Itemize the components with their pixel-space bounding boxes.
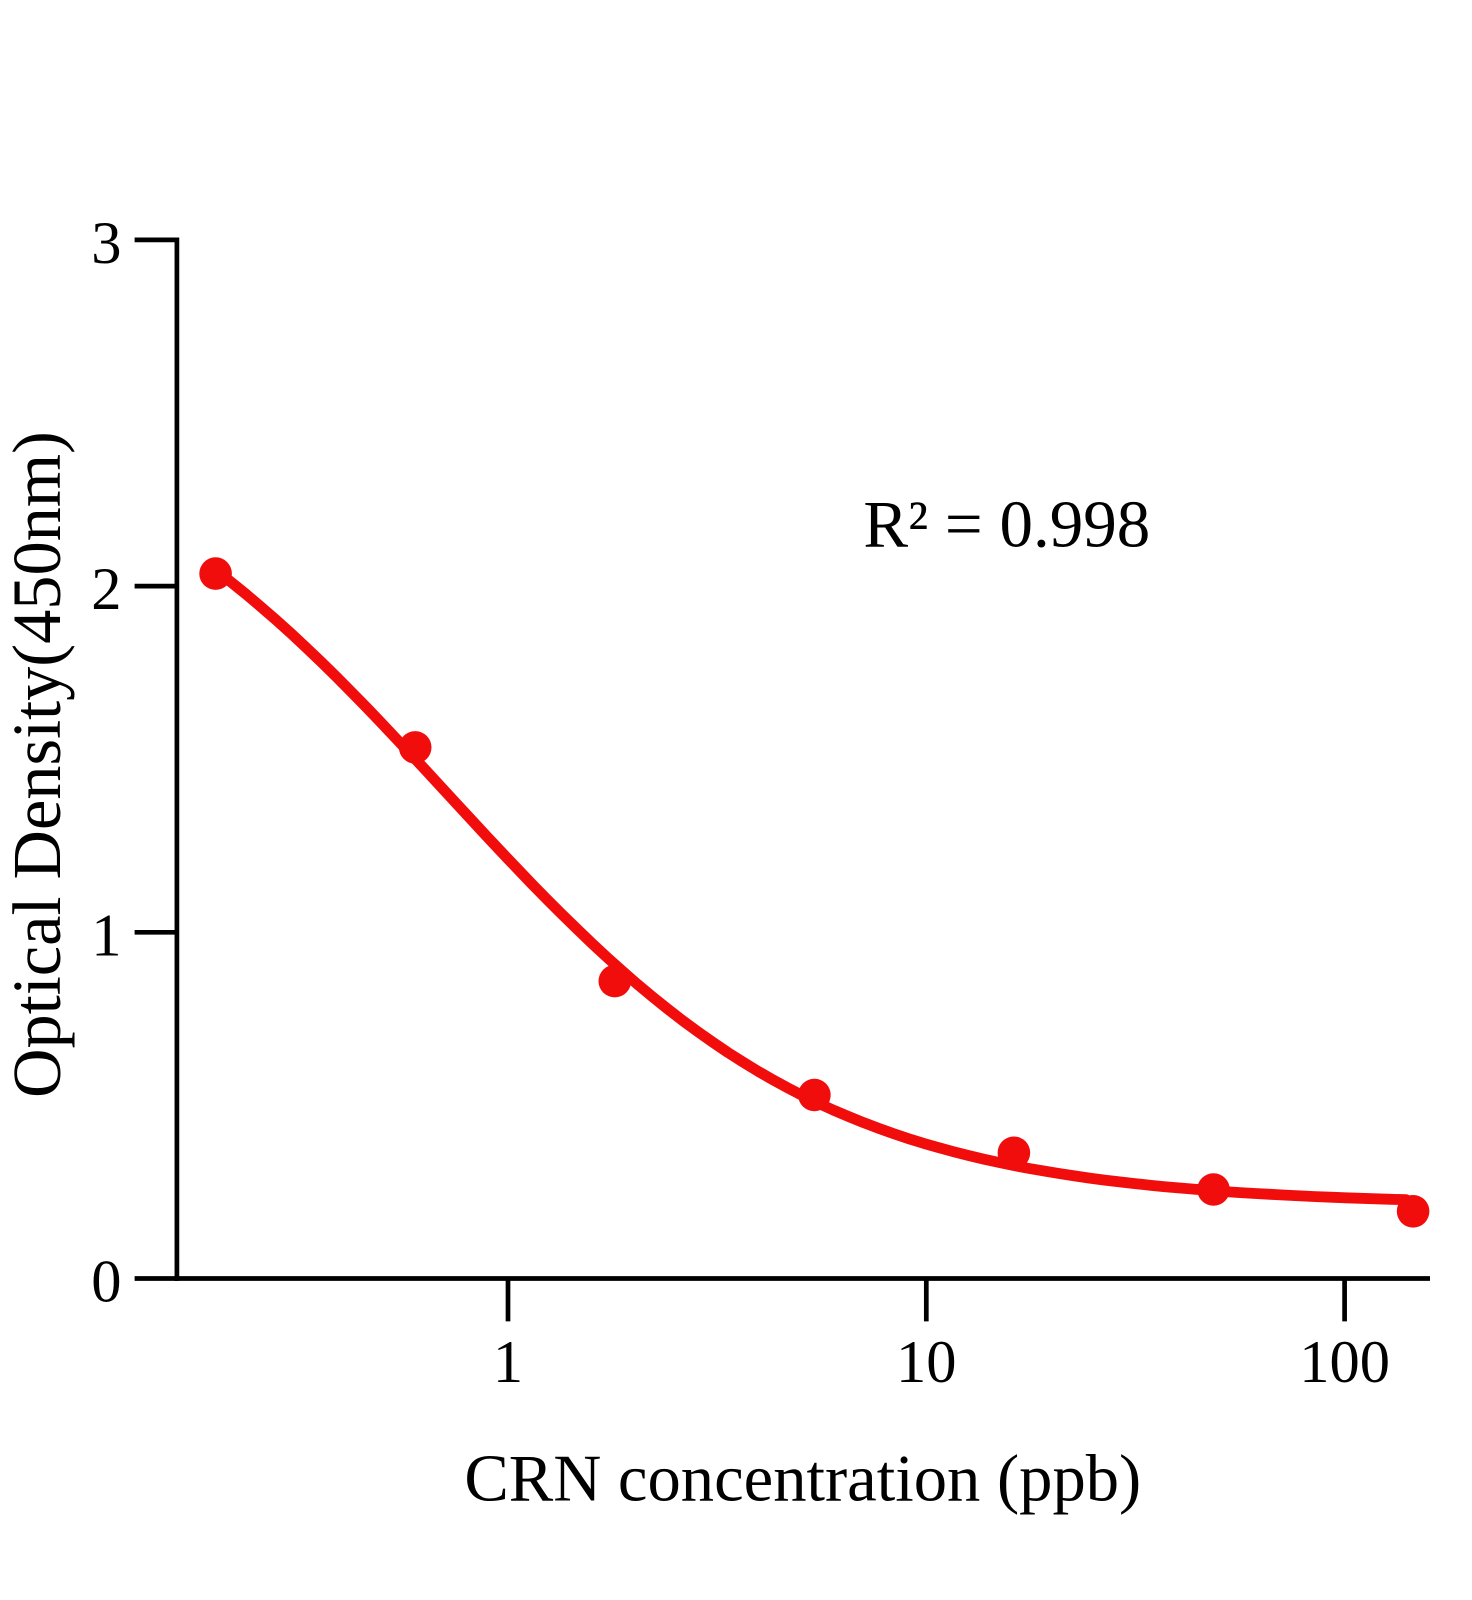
svg-text:1: 1 <box>91 902 121 969</box>
svg-text:3: 3 <box>91 210 121 277</box>
svg-text:1: 1 <box>493 1329 523 1396</box>
svg-text:10: 10 <box>896 1329 957 1396</box>
svg-text:Optical Density(450nm): Optical Density(450nm) <box>0 431 75 1098</box>
svg-text:R² = 0.998: R² = 0.998 <box>863 487 1150 561</box>
svg-text:2: 2 <box>91 556 121 623</box>
svg-text:0: 0 <box>91 1249 121 1316</box>
svg-text:CRN concentration (ppb): CRN concentration (ppb) <box>464 1442 1141 1515</box>
svg-text:100: 100 <box>1299 1329 1390 1396</box>
